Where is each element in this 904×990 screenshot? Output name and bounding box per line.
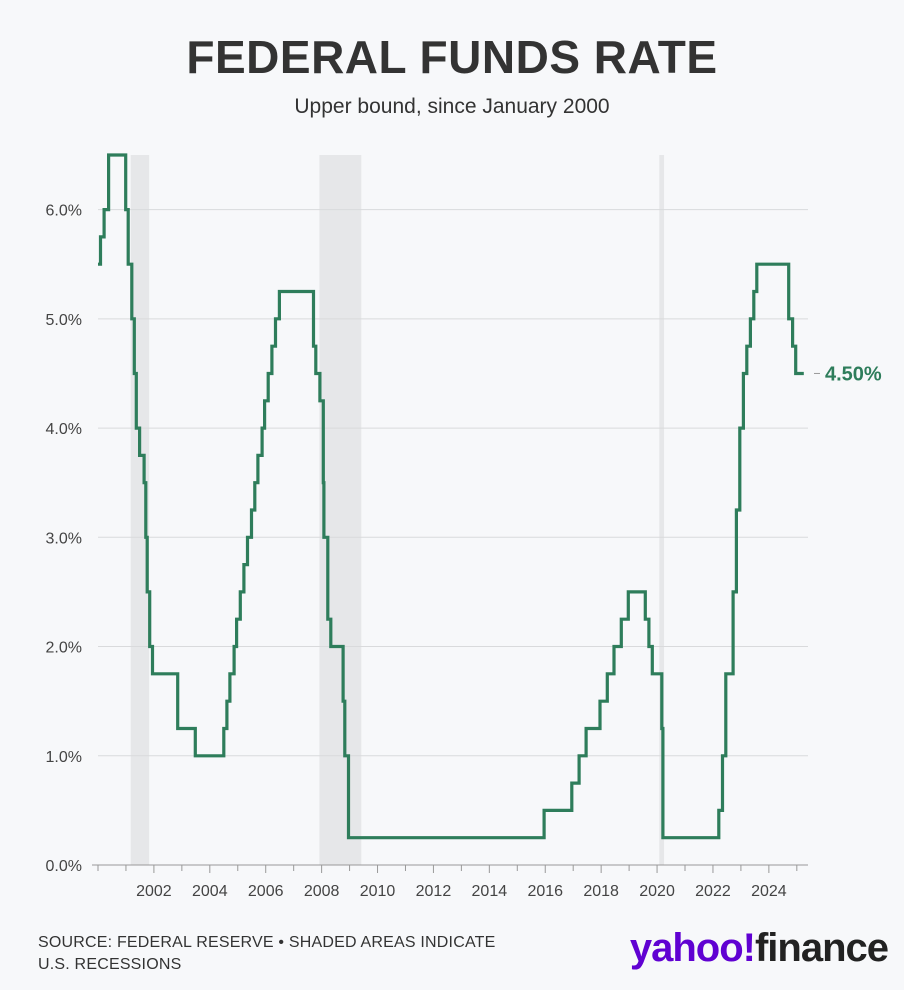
recession-band-2 bbox=[659, 155, 665, 865]
chart-title: FEDERAL FUNDS RATE bbox=[186, 31, 718, 83]
series-layer bbox=[98, 153, 804, 840]
yahoo-finance-logo: yahoo!finance bbox=[629, 926, 889, 971]
y-tick-label: 6.0% bbox=[46, 203, 82, 220]
end-value-label: 4.50% bbox=[825, 363, 882, 385]
recession-bands bbox=[130, 155, 665, 865]
y-tick-label: 5.0% bbox=[46, 312, 82, 329]
y-tick-label: 4.0% bbox=[46, 421, 82, 438]
x-tick-label: 2014 bbox=[472, 883, 508, 900]
x-tick-label: 2012 bbox=[416, 883, 452, 900]
x-axis bbox=[92, 864, 808, 873]
source-line-2: U.S. RECESSIONS bbox=[38, 956, 182, 973]
x-tick-label: 2008 bbox=[304, 883, 340, 900]
chart-subtitle: Upper bound, since January 2000 bbox=[294, 95, 610, 118]
x-tick-label: 2018 bbox=[583, 883, 619, 900]
end-label-layer: 4.50% bbox=[814, 363, 882, 385]
x-tick-label: 2022 bbox=[695, 883, 731, 900]
x-tick-label: 2020 bbox=[639, 883, 675, 900]
logo-finance: finance bbox=[754, 926, 889, 970]
y-tick-label: 3.0% bbox=[46, 530, 82, 547]
y-gridlines bbox=[98, 209, 808, 757]
x-tick-label: 2006 bbox=[248, 883, 284, 900]
x-tick-label: 2016 bbox=[527, 883, 563, 900]
source-line-1: SOURCE: FEDERAL RESERVE • SHADED AREAS I… bbox=[38, 934, 496, 951]
x-tick-label: 2002 bbox=[136, 883, 172, 900]
y-tick-label: 2.0% bbox=[46, 640, 82, 657]
rate-series-line-0 bbox=[98, 153, 804, 840]
x-tick-label: 2010 bbox=[360, 883, 396, 900]
x-axis-labels: 2002 2004 2006 2008 2010 2012 2014 2016 2018 2020… bbox=[136, 883, 787, 900]
recession-band-1 bbox=[319, 155, 362, 865]
y-tick-label: 0.0% bbox=[46, 858, 82, 875]
y-tick-label: 1.0% bbox=[46, 749, 82, 766]
source-note: SOURCE: FEDERAL RESERVE • SHADED AREAS I… bbox=[38, 932, 558, 976]
y-axis-labels: 0.0% 1.0% 2.0% 3.0% 4.0% 5.0% 6.0% bbox=[46, 203, 82, 875]
logo-yahoo: yahoo! bbox=[629, 926, 756, 970]
x-tick-label: 2004 bbox=[192, 883, 228, 900]
x-tick-label: 2024 bbox=[751, 883, 787, 900]
